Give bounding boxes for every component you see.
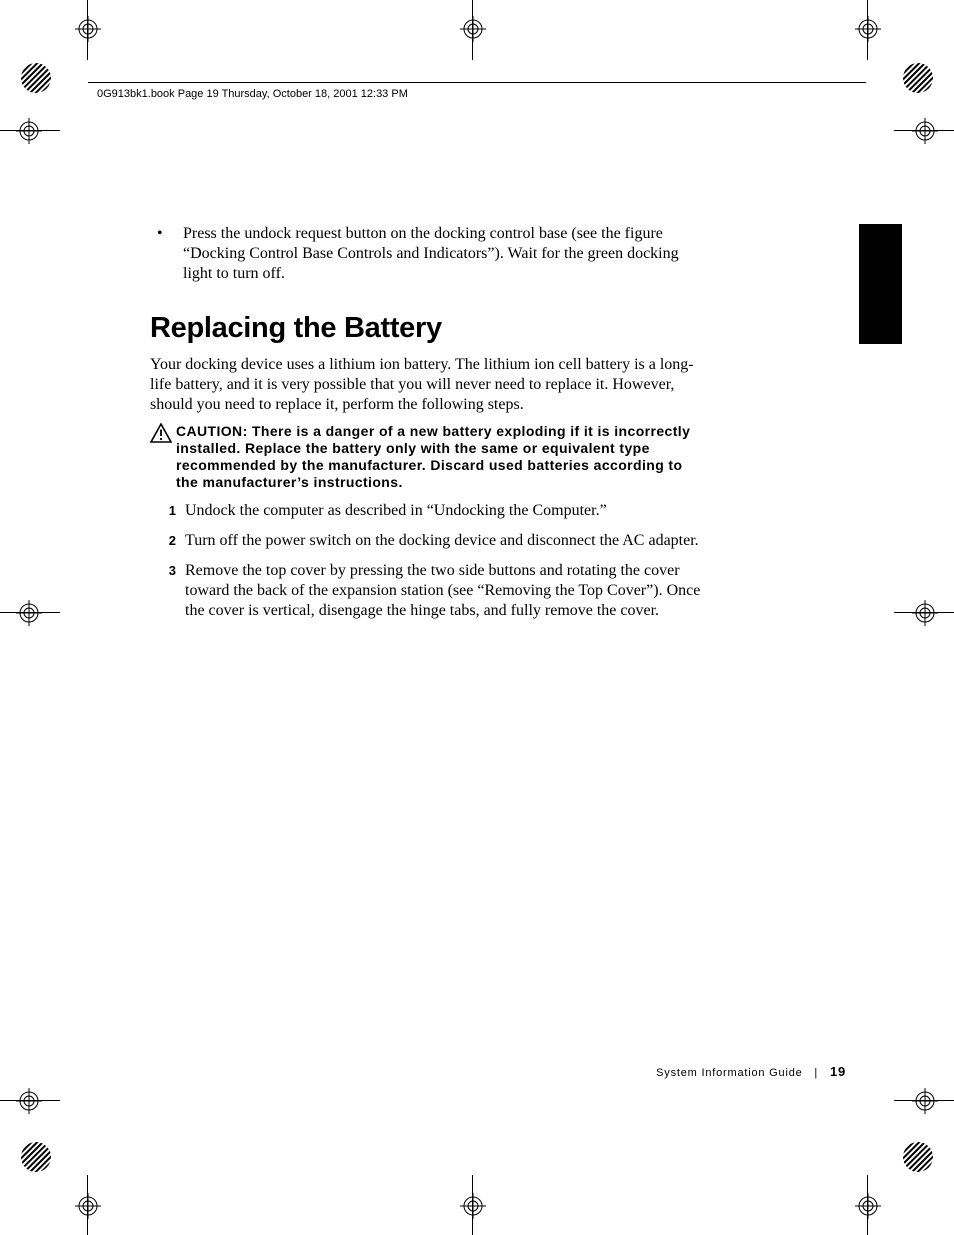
bullet-marker: • <box>150 224 183 284</box>
registration-mark-icon <box>460 16 486 42</box>
running-header: 0G913bk1.book Page 19 Thursday, October … <box>97 88 408 100</box>
registration-mark-icon <box>75 1193 101 1219</box>
steps-list: 1Undock the computer as described in “Un… <box>150 501 702 621</box>
step-number: 2 <box>150 531 185 551</box>
bullet-item: • Press the undock request button on the… <box>150 224 702 284</box>
step-number: 3 <box>150 561 185 621</box>
page: 0G913bk1.book Page 19 Thursday, October … <box>0 0 954 1235</box>
section-heading: Replacing the Battery <box>150 312 702 345</box>
registration-mark-icon <box>912 600 938 626</box>
caution-label: CAUTION: <box>176 423 248 439</box>
step-item: 3Remove the top cover by pressing the tw… <box>150 561 702 621</box>
header-rule <box>88 82 866 83</box>
intro-paragraph: Your docking device uses a lithium ion b… <box>150 355 702 415</box>
caution-block: CAUTION: There is a danger of a new batt… <box>150 423 702 491</box>
registration-mark-icon <box>75 16 101 42</box>
color-bar-icon <box>20 62 52 94</box>
content-area: • Press the undock request button on the… <box>150 224 702 631</box>
registration-mark-icon <box>855 1193 881 1219</box>
thumb-tab <box>859 224 902 344</box>
step-text: Turn off the power switch on the docking… <box>185 531 702 551</box>
step-item: 2Turn off the power switch on the dockin… <box>150 531 702 551</box>
registration-mark-icon <box>16 118 42 144</box>
caution-body: There is a danger of a new battery explo… <box>176 423 690 490</box>
registration-mark-icon <box>855 16 881 42</box>
step-item: 1Undock the computer as described in “Un… <box>150 501 702 521</box>
step-number: 1 <box>150 501 185 521</box>
step-text: Remove the top cover by pressing the two… <box>185 561 702 621</box>
caution-icon <box>150 423 176 491</box>
page-footer: System Information Guide | 19 <box>656 1064 846 1079</box>
footer-divider: | <box>814 1067 818 1079</box>
color-bar-icon <box>902 62 934 94</box>
color-bar-icon <box>20 1141 52 1173</box>
footer-title: System Information Guide <box>656 1067 802 1079</box>
step-text: Undock the computer as described in “Und… <box>185 501 702 521</box>
page-number: 19 <box>830 1064 846 1079</box>
registration-mark-icon <box>16 1088 42 1114</box>
registration-mark-icon <box>16 600 42 626</box>
bullet-text: Press the undock request button on the d… <box>183 224 702 284</box>
caution-text: CAUTION: There is a danger of a new batt… <box>176 423 702 491</box>
registration-mark-icon <box>912 118 938 144</box>
registration-mark-icon <box>460 1193 486 1219</box>
registration-mark-icon <box>912 1088 938 1114</box>
color-bar-icon <box>902 1141 934 1173</box>
